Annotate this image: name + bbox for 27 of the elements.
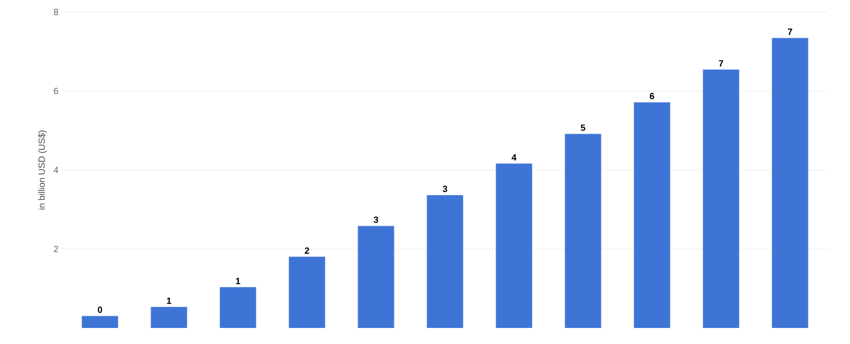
y-tick-label: 6 <box>54 88 58 94</box>
data-label: 5 <box>580 124 586 131</box>
y-tick-label: 2 <box>54 246 58 252</box>
data-label: 6 <box>650 92 654 100</box>
data-label: 2 <box>304 247 310 254</box>
bar <box>702 69 740 328</box>
bar <box>496 163 532 328</box>
data-label: 3 <box>442 186 448 192</box>
bar <box>288 256 326 328</box>
y-tick-label: 8 <box>54 8 58 16</box>
data-label: 7 <box>718 60 724 66</box>
y-axis-title: in billion USD (US$) <box>38 130 47 210</box>
bar <box>358 226 394 328</box>
bar <box>82 316 118 328</box>
data-label: 3 <box>374 216 378 223</box>
data-label: 1 <box>236 278 240 284</box>
y-tick-label: 4 <box>54 166 58 174</box>
bar <box>220 287 256 328</box>
data-label: 7 <box>788 28 792 35</box>
bar <box>634 102 670 328</box>
data-label: 1 <box>167 298 172 304</box>
bar <box>772 38 808 328</box>
bar <box>426 195 464 328</box>
bar <box>150 306 188 328</box>
data-label: 0 <box>98 306 102 313</box>
bar <box>564 134 602 328</box>
data-label: 4 <box>512 154 516 160</box>
